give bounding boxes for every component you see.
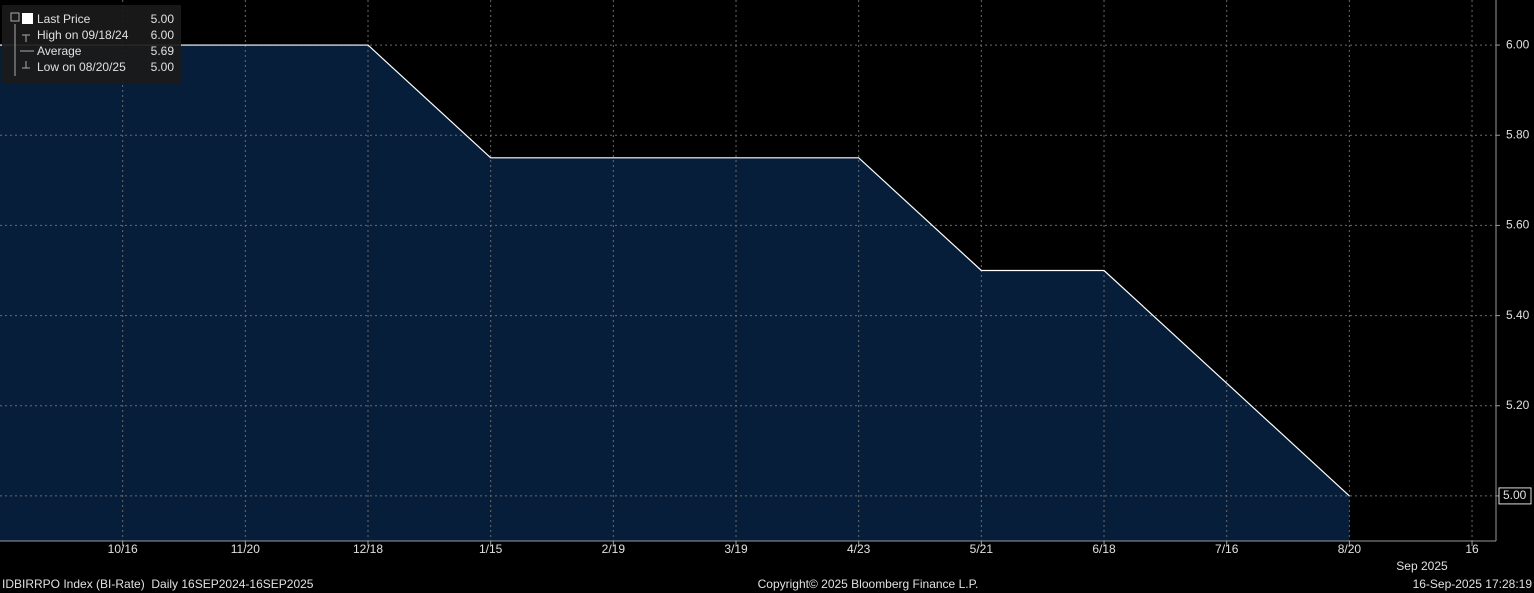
y-tick-label: 5.40: [1506, 308, 1530, 322]
x-tick-label: 2/19: [602, 542, 626, 556]
legend-value: 5.69: [151, 44, 175, 58]
legend-value: 5.00: [151, 12, 175, 26]
footer-left: IDBIRRPO Index (BI-Rate) Daily 16SEP2024…: [2, 577, 314, 591]
legend-swatch: [22, 13, 33, 24]
x-tick-label: 3/19: [724, 542, 748, 556]
area: [0, 45, 1350, 541]
legend-toggle[interactable]: [10, 12, 20, 22]
legend-label: Last Price: [37, 12, 91, 26]
x-tick-label: 5/21: [970, 542, 994, 556]
footer-center: Copyright© 2025 Bloomberg Finance L.P.: [758, 577, 979, 591]
x-tick-label: 7/16: [1215, 542, 1239, 556]
y-tick-label: 5.20: [1506, 398, 1530, 412]
x-secondary-label: Sep 2025: [1396, 559, 1448, 573]
last-value-label: 5.00: [1503, 488, 1527, 502]
legend-label: Low on 08/20/25: [37, 60, 126, 74]
x-tick-label: 1/15: [479, 542, 503, 556]
footer-right: 16-Sep-2025 17:28:19: [1413, 577, 1533, 591]
x-tick-label: 8/20: [1338, 542, 1362, 556]
legend: Last Price 5.00 High on 09/18/24 6.00 Averag…: [2, 5, 181, 83]
legend-label: High on 09/18/24: [37, 28, 129, 42]
x-tick-label: 10/16: [108, 542, 138, 556]
y-tick-label: 5.60: [1506, 218, 1530, 232]
x-tick-label: 6/18: [1092, 542, 1116, 556]
plot: [0, 0, 1496, 541]
x-tick-label: 16: [1465, 542, 1479, 556]
x-tick-label: 12/18: [353, 542, 383, 556]
legend-label: Average: [37, 44, 82, 58]
x-tick-label: 4/23: [847, 542, 871, 556]
y-tick-label: 6.00: [1506, 37, 1530, 51]
y-tick-label: 5.80: [1506, 127, 1530, 141]
last-value-box: [1498, 487, 1532, 505]
legend-value: 6.00: [151, 28, 175, 42]
legend-value: 5.00: [151, 60, 175, 74]
legend-icons: [14, 24, 34, 76]
x-tick-label: 11/20: [231, 542, 260, 556]
line: [0, 44, 1350, 497]
